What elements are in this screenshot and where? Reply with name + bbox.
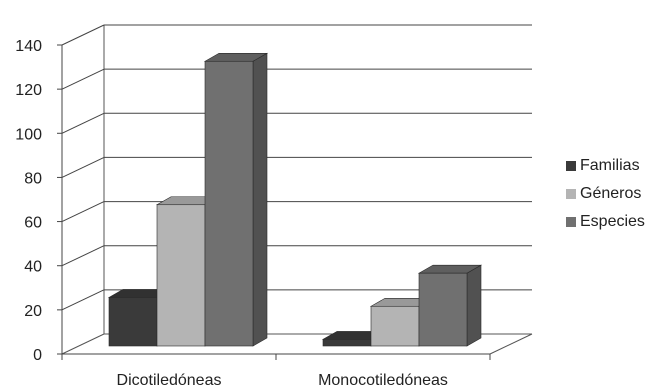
legend-label: Especies: [580, 213, 645, 230]
y-tick-label: 80: [24, 170, 42, 187]
bar-side: [466, 264, 482, 347]
y-tick-label: 40: [24, 259, 42, 276]
y-tick-label: 60: [24, 215, 42, 232]
gridline-side: [61, 245, 105, 267]
y-tick-label: 100: [15, 126, 42, 143]
gridline-side: [61, 24, 105, 46]
y-tick-label: 20: [24, 303, 42, 320]
legend-swatch: [566, 189, 576, 199]
legend-swatch: [566, 161, 576, 171]
legend-item-familias: Familias: [566, 152, 666, 180]
y-tick-label: 120: [15, 82, 42, 99]
x-tick-label: Monocotiledóneas: [318, 372, 448, 386]
legend-swatch: [566, 217, 576, 227]
gridline-side: [61, 156, 105, 178]
x-tick-label: Dicotiledóneas: [117, 372, 222, 386]
bars: [107, 52, 483, 347]
legend: Familias Géneros Especies: [566, 152, 666, 236]
gridline-side: [61, 201, 105, 223]
legend-item-especies: Especies: [566, 208, 666, 236]
y-tick-label: 0: [33, 347, 42, 364]
bar: [156, 204, 206, 347]
gridline-side: [61, 289, 105, 311]
bar: [322, 339, 372, 347]
floor-left-edge: [61, 333, 105, 355]
gridline-side: [61, 68, 105, 90]
x-axis-ticks: Dicotiledóneas Monocotiledóneas: [61, 354, 491, 386]
bar-side: [252, 52, 268, 347]
y-tick-label: 140: [15, 38, 42, 55]
gridline-side: [61, 112, 105, 134]
bar: [204, 60, 254, 347]
bar: [108, 297, 158, 347]
y-axis-ticks: 0 20 40 60 80 100 120 140: [15, 38, 62, 364]
legend-item-generos: Géneros: [566, 180, 666, 208]
bar: [418, 272, 468, 347]
floor-right-edge: [489, 333, 533, 355]
legend-label: Géneros: [580, 185, 642, 202]
legend-label: Familias: [580, 157, 640, 174]
bar: [370, 305, 420, 347]
